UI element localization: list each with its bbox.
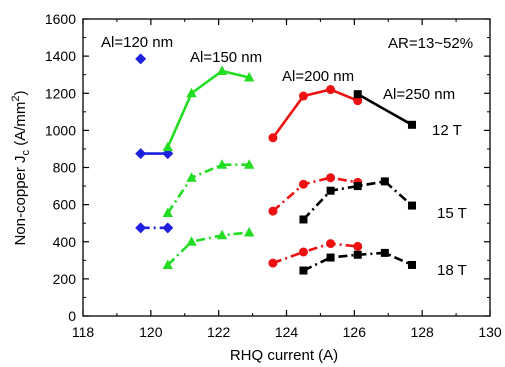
- y-tick-label: 200: [53, 271, 77, 287]
- y-tick-label: 1400: [45, 48, 76, 64]
- data-point: [298, 91, 308, 101]
- series-layer: [135, 53, 416, 275]
- series-9: [353, 90, 416, 129]
- y-axis-title-superscript: 2: [10, 96, 22, 102]
- series-6: [268, 85, 363, 143]
- series-line: [272, 242, 358, 265]
- series-1: [135, 222, 174, 234]
- series-8: [268, 239, 363, 268]
- data-point: [216, 65, 228, 75]
- x-tick-label: 126: [343, 324, 367, 340]
- annotation-al-200: Al=200 nm: [282, 68, 354, 85]
- series-7: [268, 173, 363, 216]
- data-point: [298, 179, 308, 189]
- data-point: [353, 250, 362, 259]
- series-line: [271, 88, 359, 139]
- series-10: [299, 177, 416, 224]
- data-point: [380, 248, 389, 257]
- y-tick-label: 1600: [45, 11, 76, 27]
- data-point: [407, 201, 416, 210]
- data-point: [299, 215, 308, 224]
- plot-area: 118 120 122 124 126 128 130 0 200 400 600 800 1000 12…: [45, 11, 502, 340]
- data-point: [326, 186, 335, 195]
- y-axis-title-close: ): [12, 91, 29, 96]
- data-point: [326, 173, 336, 183]
- x-tick-label: 124: [275, 324, 299, 340]
- y-tick-label: 1000: [45, 122, 76, 138]
- series-line: [302, 180, 413, 221]
- annotation-field-15t: 15 T: [437, 205, 467, 222]
- series-11: [299, 248, 416, 275]
- x-tick-label: 122: [207, 324, 231, 340]
- data-point: [380, 177, 389, 186]
- series-5: [162, 226, 255, 269]
- y-tick-label: 0: [68, 308, 76, 324]
- data-point: [353, 241, 363, 251]
- data-point: [268, 133, 278, 143]
- series-2: [135, 53, 147, 65]
- data-point: [353, 96, 363, 106]
- y-tick-label: 400: [53, 234, 77, 250]
- data-point: [326, 253, 335, 262]
- data-point: [353, 182, 362, 191]
- data-point: [243, 71, 255, 82]
- x-tick-label: 130: [478, 324, 502, 340]
- data-point: [407, 260, 416, 269]
- data-point: [326, 239, 336, 249]
- data-point: [135, 222, 147, 234]
- annotation-field-18t: 18 T: [437, 262, 467, 279]
- annotation-ar: AR=13~52%: [388, 35, 473, 52]
- annotation-al-120: Al=120 nm: [101, 34, 173, 51]
- x-axis-title: RHQ current (A): [230, 347, 338, 364]
- data-point: [186, 236, 197, 246]
- data-point: [162, 222, 174, 234]
- x-tick-label: 128: [410, 324, 434, 340]
- series-line: [272, 176, 358, 213]
- series-line: [357, 93, 413, 126]
- data-point: [162, 207, 173, 217]
- series-line: [166, 231, 250, 266]
- data-point: [243, 226, 255, 237]
- data-point: [299, 266, 308, 275]
- data-point: [407, 120, 416, 129]
- x-tick-label: 118: [72, 324, 95, 340]
- y-tick-label: 800: [53, 160, 77, 176]
- annotation-al-250: Al=250 nm: [383, 86, 455, 103]
- data-point: [162, 259, 173, 269]
- data-point: [135, 53, 147, 65]
- data-point: [216, 159, 228, 169]
- series-3: [162, 65, 255, 152]
- data-point: [216, 229, 228, 240]
- plot-frame: [82, 18, 491, 317]
- series-line: [166, 163, 250, 214]
- y-axis-title-unit: (A/mm: [12, 102, 29, 150]
- data-point: [268, 258, 278, 268]
- y-tick-label: 1200: [45, 85, 76, 101]
- data-point: [162, 141, 173, 152]
- y-axis-title-main: Non-copper J: [12, 155, 29, 245]
- data-point: [135, 148, 147, 160]
- data-point: [186, 87, 197, 98]
- data-point: [268, 206, 278, 216]
- series-line: [166, 69, 250, 148]
- y-axis-title-subscript: c: [20, 149, 32, 155]
- data-point: [353, 90, 362, 99]
- data-point: [186, 172, 197, 182]
- data-point: [298, 247, 308, 257]
- y-tick-label: 600: [53, 197, 77, 213]
- data-point: [326, 85, 336, 95]
- series-4: [162, 159, 255, 217]
- annotation-field-12t: 12 T: [432, 122, 462, 139]
- y-axis-title: Non-copper Jc (A/mm2): [10, 91, 32, 246]
- annotation-al-150: Al=150 nm: [190, 49, 262, 66]
- data-point: [243, 159, 255, 169]
- x-tick-label: 120: [139, 324, 163, 340]
